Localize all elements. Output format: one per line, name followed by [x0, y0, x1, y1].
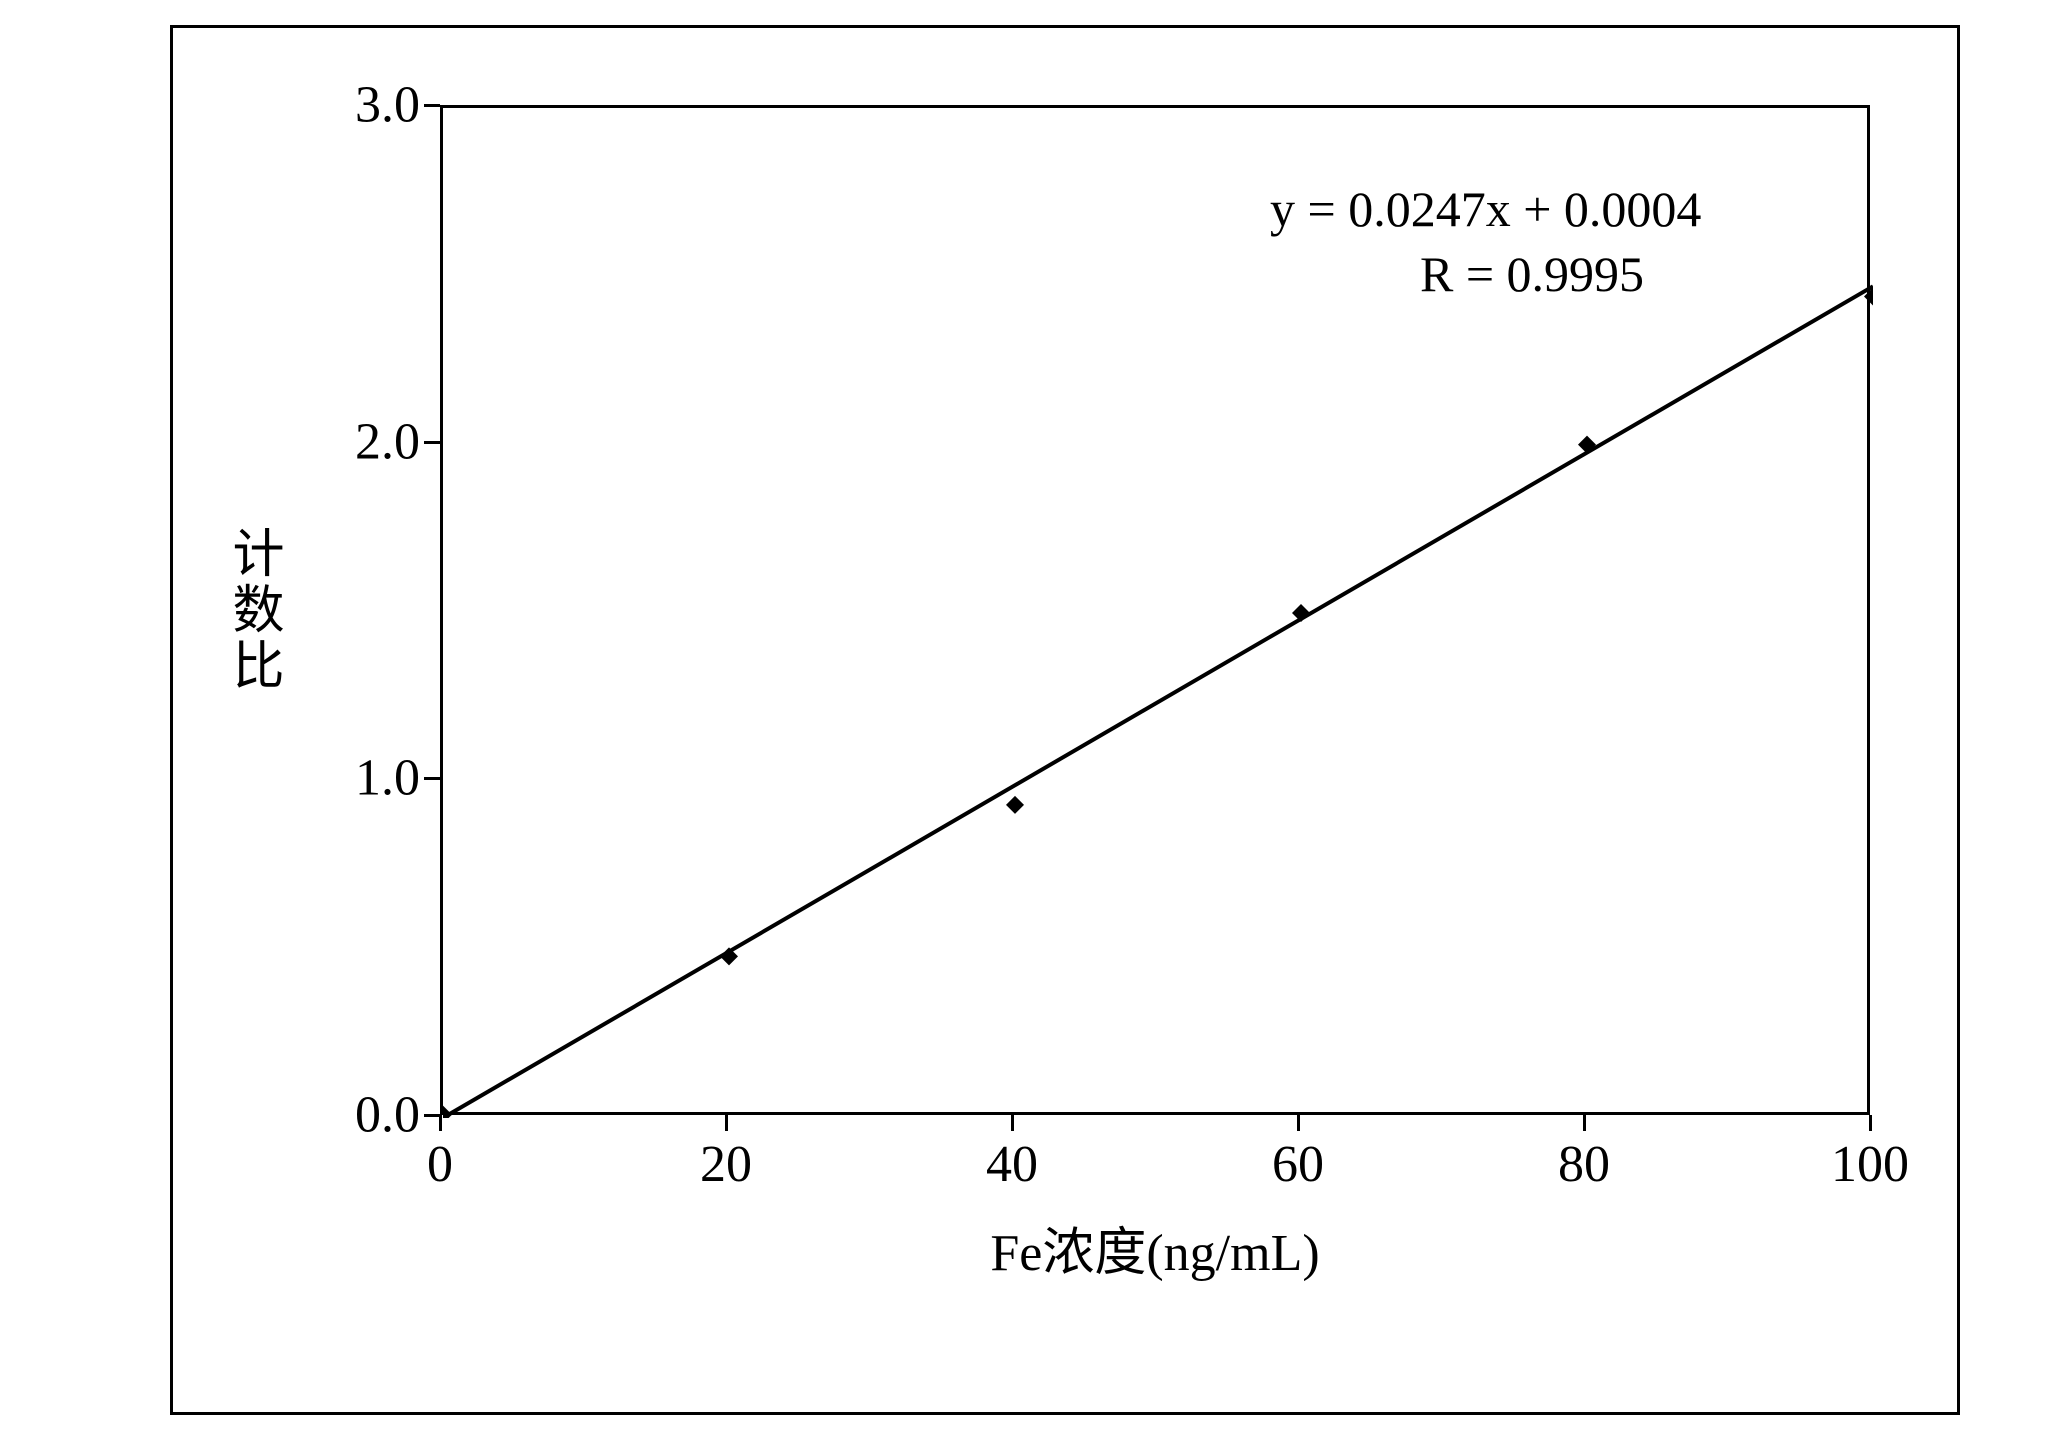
regression-line [443, 286, 1873, 1118]
equation-line-2: R = 0.9995 [1420, 245, 1644, 303]
y-tick-mark [424, 441, 440, 444]
x-tick-label: 20 [700, 1135, 752, 1194]
x-tick-mark [1869, 1115, 1872, 1131]
y-tick-label: 0.0 [310, 1086, 420, 1145]
x-tick-label: 40 [986, 1135, 1038, 1194]
x-tick-label: 60 [1272, 1135, 1324, 1194]
x-tick-mark [1011, 1115, 1014, 1131]
x-axis-label: Fe浓度(ng/mL) [990, 1210, 1319, 1285]
data-point [1006, 796, 1024, 814]
y-tick-label: 1.0 [310, 749, 420, 808]
x-tick-mark [1297, 1115, 1300, 1131]
figure-frame: 0.0 1.0 2.0 3.0 0 20 40 60 80 100 计数比 Fe浓度(ng/mL… [0, 0, 2057, 1437]
y-tick-mark [424, 1114, 440, 1117]
plot-area [440, 105, 1870, 1115]
x-tick-mark [725, 1115, 728, 1131]
y-tick-mark [424, 104, 440, 107]
y-axis-label: 计数比 [215, 526, 290, 694]
plot-svg [443, 108, 1873, 1118]
y-tick-mark [424, 777, 440, 780]
y-tick-label: 3.0 [310, 76, 420, 135]
x-tick-label: 0 [427, 1135, 453, 1194]
x-tick-mark [1583, 1115, 1586, 1131]
x-tick-label: 80 [1558, 1135, 1610, 1194]
y-tick-label: 2.0 [310, 412, 420, 471]
x-tick-mark [439, 1115, 442, 1131]
data-point [1292, 604, 1310, 622]
equation-line-1: y = 0.0247x + 0.0004 [1270, 180, 1701, 238]
x-tick-label: 100 [1831, 1135, 1909, 1194]
